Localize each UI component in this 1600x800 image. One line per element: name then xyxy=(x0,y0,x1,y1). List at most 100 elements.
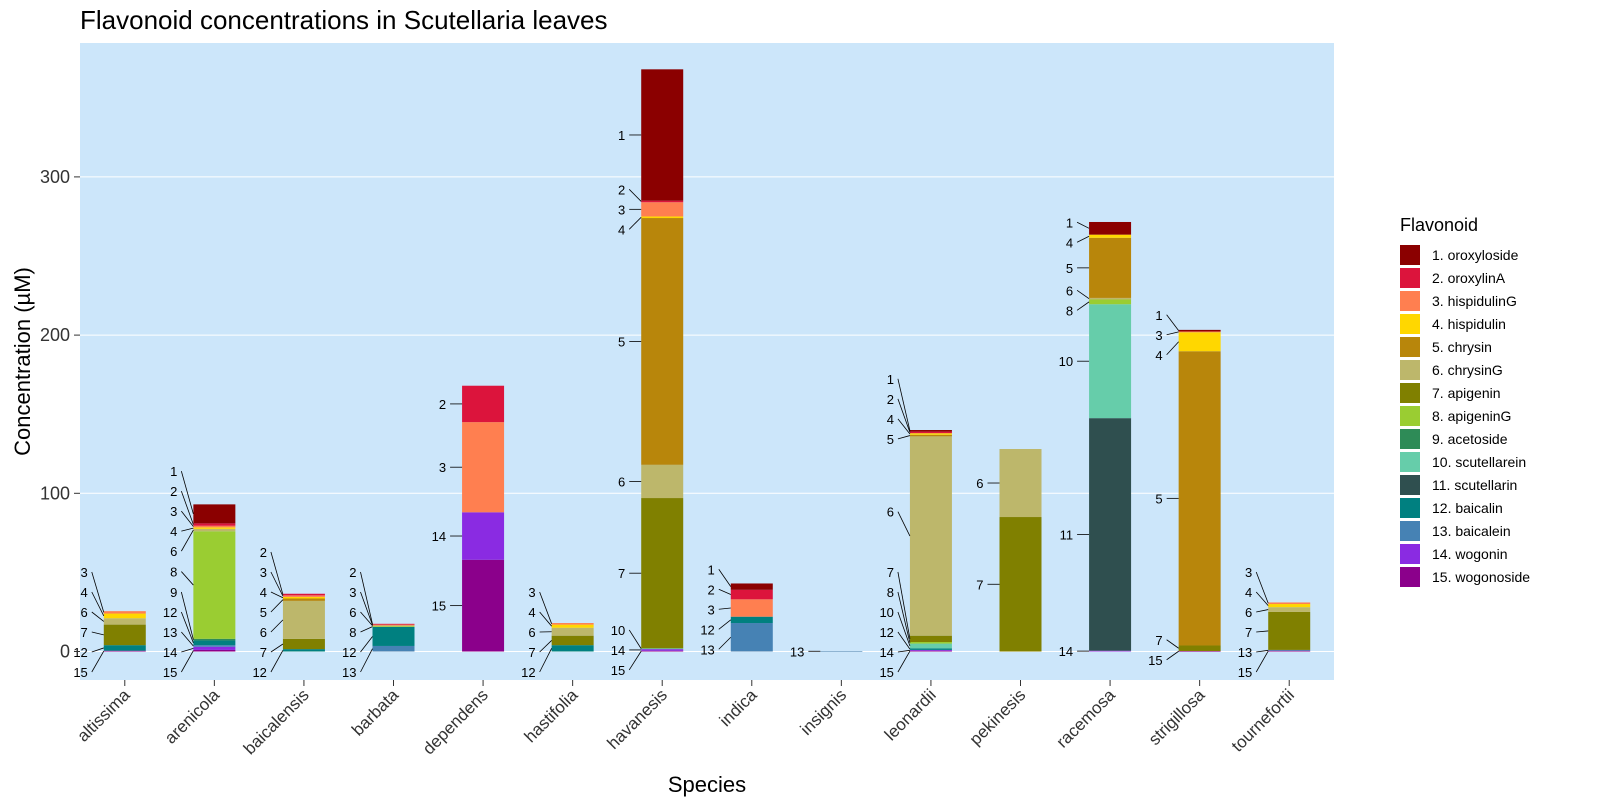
segment-label: 7 xyxy=(528,645,535,660)
bar-segment xyxy=(730,589,773,600)
segment-label: 10 xyxy=(611,623,625,638)
segment-label: 6 xyxy=(81,605,88,620)
legend-entry: 10. scutellarein xyxy=(1432,454,1526,470)
bar-segment xyxy=(282,638,325,650)
bar-segment xyxy=(1089,304,1132,419)
leader-line xyxy=(1076,235,1090,243)
segment-label: 2 xyxy=(887,392,894,407)
legend-swatch xyxy=(1400,498,1420,518)
x-tick-label: leonardii xyxy=(881,685,940,744)
segment-label: 4 xyxy=(1155,348,1162,363)
leader-line xyxy=(897,650,911,673)
leader-line xyxy=(1255,591,1269,606)
segment-label: 14 xyxy=(611,643,625,658)
segment-label: 12 xyxy=(521,665,535,680)
bar-segment xyxy=(462,512,505,560)
bar-segment xyxy=(193,504,236,524)
segment-label: 8 xyxy=(349,625,356,640)
segment-label: 6 xyxy=(887,505,894,520)
leader-line xyxy=(1076,221,1090,229)
bar-arenicola xyxy=(193,504,236,652)
segment-label: 8 xyxy=(887,585,894,600)
bar-segment xyxy=(641,202,684,217)
segment-label: 4 xyxy=(170,524,177,539)
bar-segment xyxy=(193,523,236,526)
leader-line xyxy=(91,591,105,617)
bar-segment xyxy=(372,625,415,627)
legend-entry: 2. oroxylinA xyxy=(1432,270,1506,286)
bar-segment xyxy=(103,624,146,646)
bar-segment xyxy=(909,649,952,651)
leader-line xyxy=(270,599,284,613)
leader-line xyxy=(539,591,553,624)
bar-strigillosa xyxy=(1178,329,1221,652)
bar-insignis xyxy=(820,651,863,652)
segment-label: 15 xyxy=(1148,653,1162,668)
bar-segment xyxy=(1268,602,1311,605)
x-tick-label: havanesis xyxy=(603,685,671,753)
bar-segment xyxy=(193,640,236,646)
leader-line xyxy=(270,571,284,597)
bar-havanesis xyxy=(641,69,684,652)
segment-label: 15 xyxy=(1238,665,1252,680)
bar-segment xyxy=(193,649,236,652)
leader-line xyxy=(897,398,911,433)
leader-line xyxy=(1076,289,1090,300)
bar-barbata xyxy=(372,623,415,652)
bar-segment xyxy=(909,436,952,636)
segment-label: 2 xyxy=(349,565,356,580)
legend-swatch xyxy=(1400,452,1420,472)
legend-swatch xyxy=(1400,291,1420,311)
leader-line xyxy=(1166,331,1179,336)
bar-segment xyxy=(193,531,236,639)
segment-label: 13 xyxy=(163,625,177,640)
leader-line xyxy=(360,611,373,627)
leader-line xyxy=(181,527,194,532)
bar-segment xyxy=(1178,332,1221,352)
bar-segment xyxy=(372,623,415,625)
segment-label: 8 xyxy=(1066,303,1073,318)
x-axis: altissima arenicola baicalensis barbata depe… xyxy=(73,680,1298,758)
x-tick-label: hastifolia xyxy=(521,685,582,746)
bar-segment xyxy=(372,624,415,626)
bar-segment xyxy=(462,385,505,423)
segment-label: 2 xyxy=(439,397,446,412)
segment-label: 12 xyxy=(73,645,87,660)
leader-line xyxy=(91,611,105,622)
bar-segment xyxy=(193,528,236,532)
legend-swatch xyxy=(1400,406,1420,426)
bar-segment xyxy=(551,624,594,628)
x-tick-label: pekinesis xyxy=(966,685,1030,749)
legend-swatch xyxy=(1400,475,1420,495)
x-tick-label: dependens xyxy=(419,685,492,758)
leader-line xyxy=(897,571,911,639)
bar-segment xyxy=(193,645,236,647)
x-tick-label: tournefortii xyxy=(1228,685,1298,755)
bar-segment xyxy=(1268,607,1311,612)
bar-segment xyxy=(1178,645,1221,652)
legend-entry: 8. apigeninG xyxy=(1432,408,1511,424)
y-tick-label: 0 xyxy=(60,642,70,662)
segment-label: 6 xyxy=(260,625,267,640)
segment-label: 3 xyxy=(349,585,356,600)
legend-swatch xyxy=(1400,521,1420,541)
segment-label: 8 xyxy=(170,565,177,580)
segment-label: 12 xyxy=(252,665,266,680)
bar-segment xyxy=(909,433,952,435)
segment-label: 4 xyxy=(1245,585,1252,600)
leader-line xyxy=(181,529,194,552)
bar-segment xyxy=(103,645,146,651)
leader-line xyxy=(91,571,105,613)
legend-entry: 7. apigenin xyxy=(1432,385,1501,401)
leader-line xyxy=(1076,301,1090,311)
bar-segment xyxy=(372,626,415,627)
segment-label: 12 xyxy=(879,625,893,640)
leader-line xyxy=(897,591,911,643)
legend-title: Flavonoid xyxy=(1400,215,1478,235)
bar-segment xyxy=(1089,650,1132,652)
bar-segment xyxy=(1178,329,1221,332)
segment-label: 14 xyxy=(163,645,177,660)
bar-segment xyxy=(103,618,146,625)
leader-line xyxy=(91,647,104,653)
